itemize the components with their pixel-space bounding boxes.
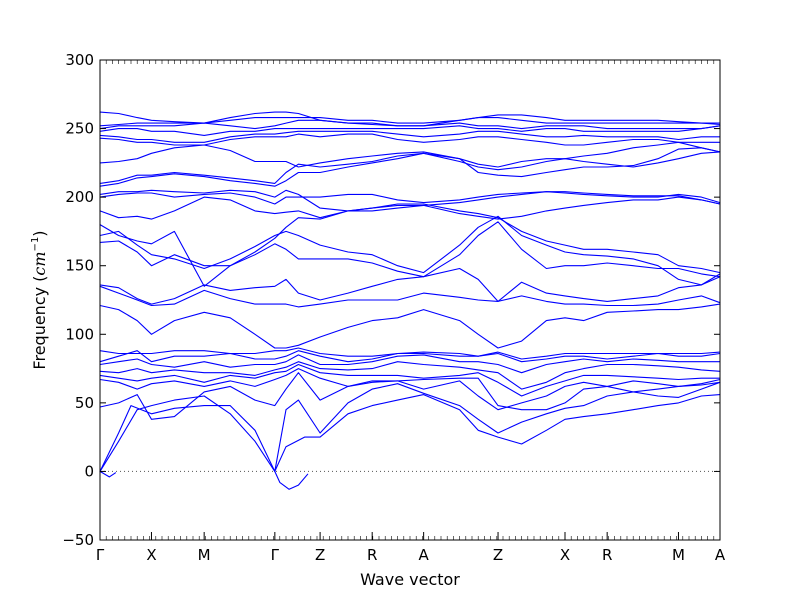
phonon-branch-1 <box>99 394 721 472</box>
x-tick-label: Γ <box>96 546 105 564</box>
phonon-branch-6 <box>99 368 721 411</box>
phonon-branch-2 <box>99 381 721 472</box>
phonon-branch-23 <box>99 141 721 168</box>
phonon-branch-7 <box>99 363 721 397</box>
phonon-branch-16 <box>99 215 721 286</box>
phonon-branch-19 <box>99 191 721 205</box>
phonon-branch-20 <box>99 189 721 212</box>
x-tick-label: X <box>560 546 570 564</box>
phonon-branch-26 <box>99 125 721 136</box>
x-axis-title: Wave vector <box>360 570 460 589</box>
y-axis-title-exponent: −1 <box>30 237 41 252</box>
phonon-branch-29 <box>99 111 721 127</box>
y-axis-title-suffix: ) <box>30 230 49 236</box>
phonon-branch-4 <box>274 470 309 490</box>
phonon-branch-22 <box>99 147 721 184</box>
phonon-branch-13 <box>99 285 721 308</box>
x-tick-label: Z <box>315 546 325 564</box>
y-tick-label: 50 <box>75 394 94 412</box>
phonon-branch-15 <box>99 221 721 278</box>
phonon-branch-24 <box>99 133 721 146</box>
y-axis-title: Frequency (cm−1) <box>30 230 49 369</box>
x-tick-label: M <box>198 546 211 564</box>
y-tick-label: 200 <box>65 188 94 206</box>
phonon-branch-9 <box>99 354 721 374</box>
phonon-branch-25 <box>99 130 721 143</box>
y-tick-label: 0 <box>84 462 94 480</box>
phonon-branch-21 <box>99 151 721 187</box>
x-tick-label: R <box>602 546 612 564</box>
y-axis-title-unit: cm <box>30 251 49 275</box>
phonon-branch-14 <box>99 267 721 305</box>
ticks-layer: −50 0 50 100 150 200 250 300 Γ X M Γ Z R A Z X R M A <box>62 51 726 564</box>
phonon-branch-8 <box>99 361 721 390</box>
x-tick-label: Γ <box>271 546 280 564</box>
phonon-branch-12 <box>99 303 721 349</box>
y-axis-title-prefix: Frequency ( <box>30 276 49 370</box>
series-layer <box>99 111 721 490</box>
y-tick-label: 100 <box>65 325 94 343</box>
phonon-branch-18 <box>99 196 721 220</box>
plot-frame <box>99 59 721 541</box>
x-tick-label: A <box>715 546 726 564</box>
phonon-branch-3 <box>99 470 117 478</box>
x-tick-label: X <box>146 546 156 564</box>
y-tick-label: 300 <box>65 51 94 69</box>
x-tick-label: A <box>419 546 430 564</box>
x-tick-label: Z <box>493 546 503 564</box>
phonon-branch-17 <box>99 203 721 287</box>
phonon-branch-11 <box>99 347 721 360</box>
y-tick-label: −50 <box>62 531 94 549</box>
y-tick-label: 150 <box>65 257 94 275</box>
x-tick-label: M <box>672 546 685 564</box>
y-tick-label: 250 <box>65 120 94 138</box>
x-tick-label: R <box>367 546 377 564</box>
